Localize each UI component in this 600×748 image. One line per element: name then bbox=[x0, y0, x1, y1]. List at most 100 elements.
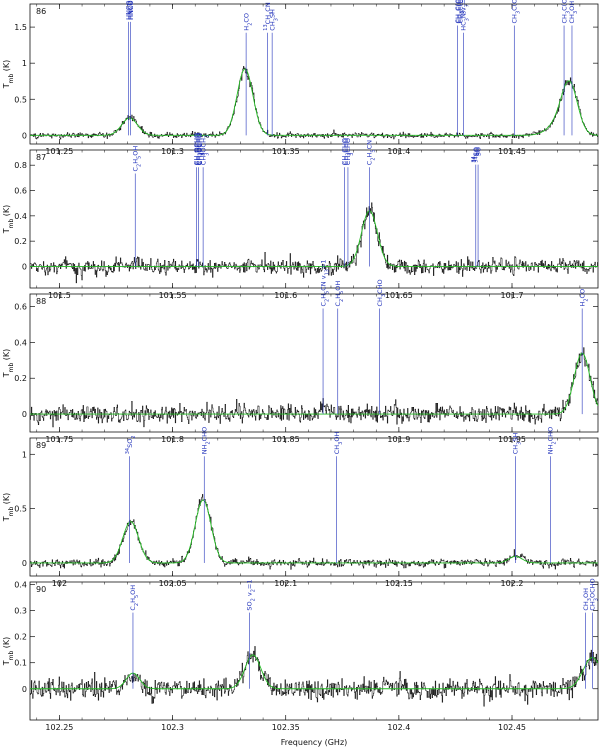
transition-label: CH3OH bbox=[582, 588, 593, 611]
y-tick-label: 0.6 bbox=[14, 187, 27, 196]
y-tick-label: 0.1 bbox=[14, 659, 27, 668]
y-tick-label: 0.2 bbox=[14, 237, 27, 246]
y-tick-label: 0.4 bbox=[14, 581, 27, 590]
transition-label: HNCO bbox=[127, 0, 135, 19]
transition-label: CH3OCHO bbox=[194, 133, 205, 165]
transition-label: CH3OH bbox=[568, 1, 579, 24]
panel-number-label: 90 bbox=[36, 585, 46, 594]
x-tick-label: 102.25 bbox=[45, 723, 73, 732]
transition-label: HNCO bbox=[126, 0, 134, 19]
x-tick-label: 102.45 bbox=[498, 723, 526, 732]
transition-label: 34SO2 bbox=[125, 435, 137, 454]
model-spectrum-line bbox=[30, 499, 598, 564]
transition-label: C2H5OH bbox=[334, 281, 345, 307]
transition-label: CH3OCH3 bbox=[199, 135, 210, 165]
y-tick-label: 0.3 bbox=[14, 607, 27, 616]
transition-label: CH3OCHO bbox=[193, 133, 204, 165]
transition-label: HC3N v7=1 bbox=[460, 0, 471, 31]
y-axis-title: Tmb (K) bbox=[2, 60, 15, 90]
transition-label: CH3OH bbox=[333, 432, 344, 455]
y-tick-label: 0 bbox=[22, 262, 27, 271]
x-axis-title: Frequency (GHz) bbox=[281, 738, 348, 747]
transition-label: HNCO bbox=[127, 0, 135, 19]
model-spectrum-line bbox=[30, 68, 598, 136]
panel-frame bbox=[29, 3, 599, 145]
panel-frame bbox=[29, 293, 599, 433]
transition-label: CH3C(O)CH3 bbox=[454, 0, 465, 23]
observed-spectrum-line bbox=[30, 347, 598, 428]
y-tick-label: 0.2 bbox=[14, 633, 27, 642]
transition-label: CH3CHO bbox=[342, 138, 353, 165]
transition-label: CH3OCHO bbox=[195, 133, 206, 165]
transition-label: CH3CHO bbox=[341, 138, 352, 165]
y-tick-label: 0.2 bbox=[14, 374, 27, 383]
y-axis-title: Tmb (K) bbox=[2, 637, 15, 667]
transition-label: C2H5CN bbox=[366, 140, 377, 165]
y-tick-label: 0.6 bbox=[14, 303, 27, 312]
observed-spectrum-line bbox=[30, 66, 598, 140]
transition-label: 34SO bbox=[473, 147, 482, 163]
panel-number-label: 89 bbox=[36, 441, 46, 450]
transition-label: CH3CHO bbox=[376, 279, 387, 306]
transition-label: NH2CHO bbox=[200, 427, 211, 454]
transition-label: CH3OCHO bbox=[196, 133, 207, 165]
y-tick-label: 1 bbox=[22, 59, 27, 68]
y-tick-label: 0 bbox=[22, 685, 27, 694]
y-tick-label: 1 bbox=[22, 450, 27, 459]
x-tick-label: 102.4 bbox=[387, 723, 410, 732]
panel-frame bbox=[29, 581, 599, 721]
y-tick-label: 0.8 bbox=[14, 161, 27, 170]
transition-label: 13CH3CN bbox=[263, 2, 275, 31]
model-spectrum-line bbox=[30, 210, 598, 267]
transition-label: SO2 v2=1 bbox=[246, 580, 257, 611]
x-tick-label: 102.3 bbox=[161, 723, 184, 732]
model-spectrum-line bbox=[30, 654, 598, 690]
panel-number-label: 86 bbox=[36, 7, 46, 16]
transition-label: C2H5OH bbox=[131, 146, 142, 172]
transition-label: CH3OCHO bbox=[589, 578, 600, 610]
y-tick-label: 0.4 bbox=[14, 338, 27, 347]
y-axis-title: Tmb (K) bbox=[2, 205, 15, 235]
transition-label: CH3SH bbox=[268, 9, 279, 31]
panel-frame bbox=[29, 149, 599, 289]
y-axis-title: Tmb (K) bbox=[2, 349, 15, 379]
transition-label: 34SO bbox=[472, 147, 481, 163]
transition-label: CH3C(O)CH3 bbox=[455, 0, 466, 23]
transition-label: CH3SH bbox=[512, 433, 523, 455]
transition-label: H2CO bbox=[242, 13, 253, 31]
transition-label: CH3C(O)CH3 bbox=[456, 0, 467, 23]
x-tick-label: 102.35 bbox=[272, 723, 300, 732]
y-tick-label: 0 bbox=[22, 131, 27, 140]
y-tick-label: 1.5 bbox=[14, 23, 27, 32]
observed-spectrum-line bbox=[30, 646, 598, 707]
model-spectrum-line bbox=[30, 352, 598, 415]
y-tick-label: 0 bbox=[22, 559, 27, 568]
transition-label: 34SO bbox=[471, 147, 480, 163]
y-tick-label: 0 bbox=[22, 410, 27, 419]
transition-label: CH3OCHO bbox=[195, 133, 206, 165]
panel-number-label: 87 bbox=[36, 153, 46, 162]
transition-label: C2H5OH bbox=[129, 585, 140, 611]
transition-label: C2H5CN v13=1 bbox=[319, 259, 330, 306]
transition-label: HNCO bbox=[125, 0, 133, 19]
panel-90: 90 102.25 102.3 102.35 102.4 102.45 0 0.1 0.2 0.3… bbox=[2, 578, 600, 732]
observed-spectrum-line bbox=[30, 494, 598, 570]
y-tick-label: 0.4 bbox=[14, 212, 27, 221]
transition-label: CH3C(O)CH3 bbox=[510, 0, 521, 23]
panel-number-label: 88 bbox=[36, 297, 46, 306]
transition-label: CH3CHO bbox=[344, 138, 355, 165]
transition-label: CH3C(O)CH3 bbox=[560, 0, 571, 23]
y-tick-label: 0.5 bbox=[14, 505, 27, 514]
panel-frame bbox=[29, 437, 599, 577]
observed-spectrum-line bbox=[30, 202, 598, 284]
y-axis-title: Tmb (K) bbox=[2, 493, 15, 523]
transition-label: H2CO bbox=[578, 289, 589, 307]
y-tick-label: 0.5 bbox=[14, 95, 27, 104]
transition-label: NH2CHO bbox=[547, 427, 558, 454]
